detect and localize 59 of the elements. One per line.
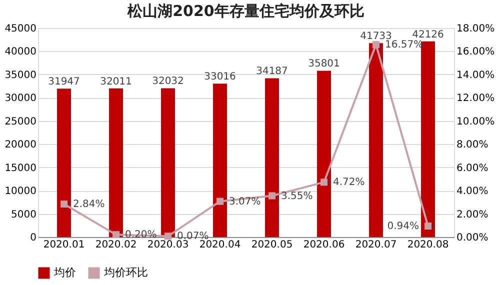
y-tick-label: 15000 bbox=[4, 162, 36, 174]
x-tick-label: 2020.01 bbox=[43, 240, 85, 250]
data-label: 35801 bbox=[308, 58, 340, 70]
bar bbox=[369, 43, 383, 237]
data-label: 32011 bbox=[100, 76, 132, 88]
chart-title: 松山湖2020年存量住宅均价及环比 bbox=[126, 2, 364, 20]
y-tick-label: 5000 bbox=[11, 209, 36, 220]
bar bbox=[265, 78, 279, 237]
data-label: 0.94% bbox=[387, 221, 419, 232]
x-tick-label: 2020.02 bbox=[95, 240, 137, 250]
y2-tick-label: 2.00% bbox=[456, 209, 488, 220]
y-tick-label: 35000 bbox=[4, 70, 36, 81]
y2-tick-label: 14.00% bbox=[456, 70, 495, 81]
data-label: 32032 bbox=[152, 76, 184, 88]
bar bbox=[57, 88, 71, 237]
y2-tick-label: 16.00% bbox=[456, 46, 495, 58]
legend-label: 均价环比 bbox=[103, 266, 148, 279]
legend-label: 均价 bbox=[53, 266, 76, 279]
y2-tick-label: 12.00% bbox=[456, 93, 495, 104]
y2-tick-label: 4.00% bbox=[456, 186, 488, 198]
y-tick-label: 40000 bbox=[4, 46, 36, 58]
bar bbox=[109, 88, 123, 237]
y-tick-label: 10000 bbox=[4, 186, 36, 198]
x-tick-label: 2020.08 bbox=[407, 240, 449, 250]
data-label: 3.07% bbox=[229, 196, 261, 208]
y-tick-label: 25000 bbox=[4, 116, 36, 128]
point bbox=[164, 232, 172, 240]
y2-tick-label: 10.00% bbox=[456, 116, 495, 128]
y2-tick-label: 0.00% bbox=[456, 232, 488, 244]
x-tick-label: 2020.05 bbox=[251, 240, 293, 250]
bar bbox=[161, 88, 175, 237]
data-label: 3.55% bbox=[281, 190, 313, 202]
y-tick-label: 45000 bbox=[4, 24, 36, 34]
y2-tick-label: 8.00% bbox=[456, 140, 488, 151]
data-label: 4.72% bbox=[333, 177, 365, 188]
point bbox=[372, 41, 380, 48]
data-label: 34187 bbox=[256, 66, 288, 78]
x-tick-label: 2020.06 bbox=[303, 240, 345, 250]
y-tick-label: 20000 bbox=[4, 140, 36, 151]
data-label: 31947 bbox=[48, 76, 80, 88]
x-tick-label: 2020.03 bbox=[147, 240, 189, 250]
bar bbox=[213, 84, 227, 237]
data-label: 2.84% bbox=[73, 199, 105, 210]
bar bbox=[421, 41, 435, 237]
y2-tick-label: 6.00% bbox=[456, 162, 488, 174]
point bbox=[268, 192, 276, 200]
point bbox=[60, 200, 68, 208]
data-label: 33016 bbox=[204, 72, 236, 83]
x-tick-label: 2020.04 bbox=[199, 240, 241, 250]
y-tick-label: 0 bbox=[30, 232, 36, 244]
point bbox=[216, 198, 224, 205]
bar bbox=[317, 70, 331, 237]
x-tick-label: 2020.07 bbox=[355, 240, 397, 250]
point bbox=[112, 231, 120, 238]
y-tick-label: 30000 bbox=[4, 93, 36, 104]
point bbox=[424, 222, 432, 230]
y2-tick-label: 18.00% bbox=[456, 24, 495, 34]
data-label: 42126 bbox=[412, 29, 444, 40]
point bbox=[320, 178, 328, 186]
